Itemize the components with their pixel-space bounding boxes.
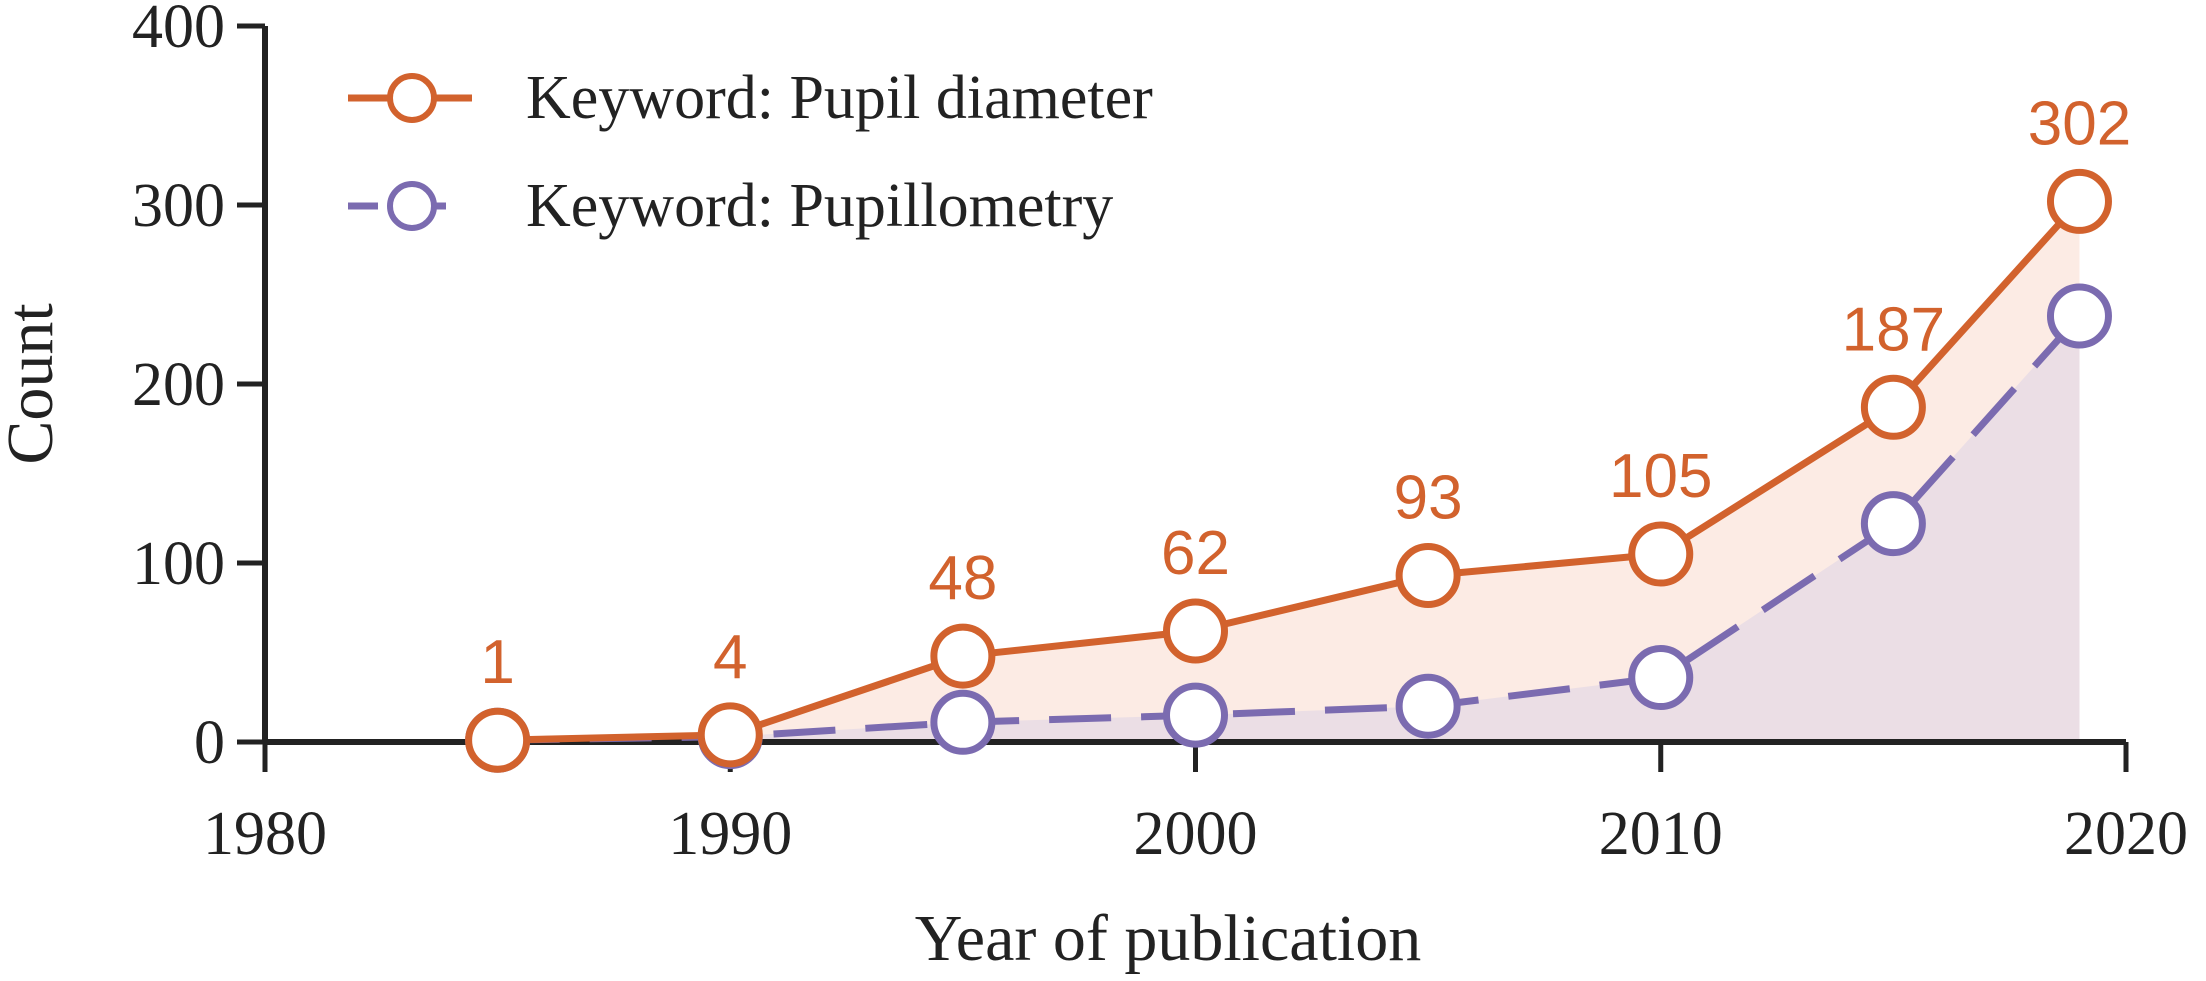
series-fill-1 <box>497 315 2080 742</box>
series-0-point-6 <box>1860 374 1926 440</box>
x-tick-label-1980: 1980 <box>203 800 327 868</box>
x-tick-label-2000: 2000 <box>1134 800 1258 868</box>
x-tick-label-1990: 1990 <box>668 800 792 868</box>
series-1-point-2 <box>930 689 996 755</box>
y-axis-title: Count <box>0 303 67 464</box>
series-fills <box>497 201 2080 743</box>
data-label-0: 1 <box>480 628 514 697</box>
x-tick-label-2020: 2020 <box>2064 800 2188 868</box>
legend: Keyword: Pupil diameter Keyword: Pupillom… <box>348 64 1153 240</box>
series-1-point-7 <box>2046 283 2112 349</box>
series-1-point-6 <box>1860 491 1926 557</box>
series-lines <box>497 199 2083 744</box>
series-1-point-3 <box>1163 682 1228 748</box>
y-tick-label-400: 400 <box>132 0 225 61</box>
series-fill-0 <box>497 201 2080 743</box>
series-markers <box>465 168 2112 773</box>
series-0-point-3 <box>1163 598 1228 664</box>
y-tick-label-0: 0 <box>194 709 225 777</box>
data-label-1: 4 <box>713 623 747 692</box>
series-1-point-4 <box>1395 673 1461 739</box>
series-line-1 <box>497 313 2083 744</box>
y-tick-label-100: 100 <box>132 530 225 598</box>
x-axis-title: Year of publication <box>915 902 1422 975</box>
series-0-point-1 <box>697 702 763 768</box>
legend-label-1: Keyword: Pupillometry <box>526 172 1113 240</box>
data-label-6: 187 <box>1842 295 1945 364</box>
series-0-point-7 <box>2046 168 2112 234</box>
y-tick-label-200: 200 <box>132 351 225 419</box>
series-line-0 <box>497 199 2083 744</box>
data-label-3: 62 <box>1161 519 1230 588</box>
series-0-point-2 <box>930 623 996 689</box>
data-label-2: 48 <box>928 544 997 613</box>
axes: 0 100 200 300 400 1980 1990 2000 2010 2020 <box>132 0 2188 868</box>
y-tick-label-300: 300 <box>132 172 225 240</box>
x-tick-label-2010: 2010 <box>1599 800 1723 868</box>
data-label-7: 302 <box>2028 89 2131 158</box>
legend-marker-1 <box>387 181 437 231</box>
series-0-point-4 <box>1395 543 1461 609</box>
series-1-point-5 <box>1628 645 1694 711</box>
series-0-point-5 <box>1628 521 1694 587</box>
data-labels: 1 4 48 62 93 105 187 302 <box>480 89 2131 697</box>
legend-marker-0 <box>387 73 437 123</box>
data-label-5: 105 <box>1609 442 1712 511</box>
series-0-point-0 <box>465 707 531 773</box>
data-label-4: 93 <box>1394 464 1463 533</box>
legend-label-0: Keyword: Pupil diameter <box>526 64 1153 132</box>
